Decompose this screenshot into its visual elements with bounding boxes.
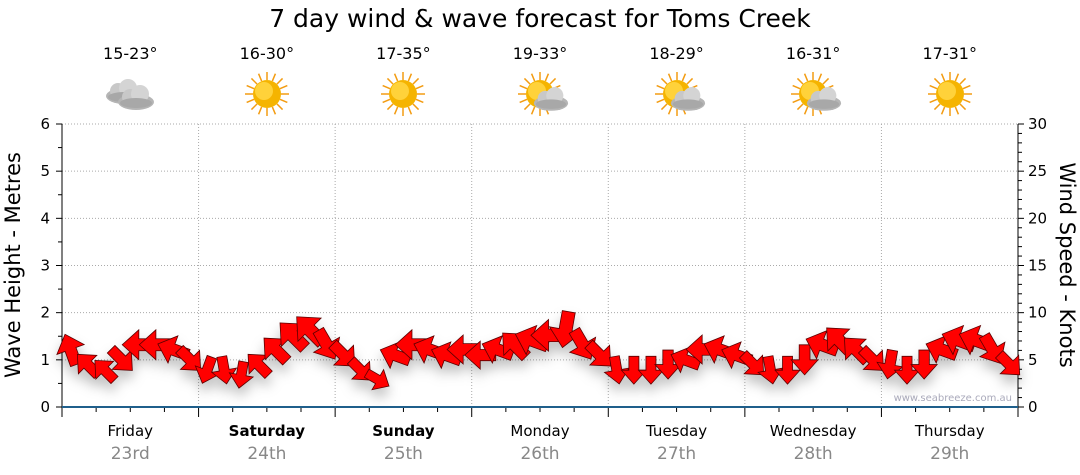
sunny-icon bbox=[920, 70, 980, 118]
temp-range: 16-31° bbox=[785, 44, 841, 63]
day-label: Thursday bbox=[914, 422, 985, 440]
temp-range: 16-30° bbox=[239, 44, 295, 63]
y-tick-label: 3 bbox=[40, 257, 50, 275]
day-label: Sunday bbox=[372, 422, 435, 440]
cloudy-icon bbox=[100, 70, 160, 118]
wind-arrows bbox=[56, 310, 1021, 391]
date-label: 25th bbox=[384, 444, 423, 464]
day-label: Monday bbox=[510, 422, 569, 440]
wind-arrow bbox=[363, 368, 390, 391]
day-label: Wednesday bbox=[770, 422, 857, 440]
wind-arrow bbox=[210, 355, 238, 385]
y-tick-label: 1 bbox=[40, 351, 50, 369]
date-label: 27th bbox=[657, 444, 696, 464]
temp-range: 15-23° bbox=[103, 44, 158, 63]
wind-arrow bbox=[346, 356, 372, 381]
y2-axis-label: Wind Speed - Knots bbox=[1055, 162, 1079, 367]
temp-range: 17-31° bbox=[922, 44, 977, 63]
date-label: 29th bbox=[930, 444, 969, 464]
temp-range: 18-29° bbox=[649, 44, 704, 63]
wind-arrow bbox=[790, 344, 820, 376]
partly-cloudy-icon bbox=[647, 70, 707, 118]
y2-tick-label: 10 bbox=[1028, 304, 1047, 322]
y-axis-label: Wave Height - Metres bbox=[1, 152, 25, 378]
date-label: 24th bbox=[247, 444, 286, 464]
date-label: 26th bbox=[520, 444, 559, 464]
wind-arrow bbox=[994, 350, 1021, 376]
wind-arrow bbox=[228, 360, 255, 389]
day-label: Tuesday bbox=[645, 422, 707, 440]
wind-arrow bbox=[603, 355, 630, 385]
wind-arrow bbox=[774, 355, 801, 385]
temp-range: 17-35° bbox=[376, 44, 431, 63]
wind-arrow bbox=[584, 339, 612, 367]
wind-arrow bbox=[481, 335, 515, 365]
sunny-icon bbox=[373, 70, 433, 118]
y2-tick-label: 30 bbox=[1028, 115, 1047, 133]
y-tick-label: 0 bbox=[40, 398, 50, 416]
sunny-icon bbox=[237, 70, 297, 118]
date-label: 23rd bbox=[111, 444, 150, 464]
y2-tick-label: 5 bbox=[1028, 351, 1038, 369]
partly-cloudy-icon bbox=[783, 70, 843, 118]
wind-arrow bbox=[910, 349, 939, 380]
y2-tick-label: 0 bbox=[1028, 398, 1038, 416]
wind-arrow bbox=[175, 344, 202, 371]
day-label: Friday bbox=[108, 422, 154, 440]
y-tick-label: 6 bbox=[40, 115, 50, 133]
wind-arrow bbox=[738, 350, 765, 376]
watermark: www.seabreeze.com.au bbox=[894, 393, 1012, 404]
wind-arrow bbox=[805, 329, 840, 360]
date-label: 28th bbox=[794, 444, 833, 464]
wind-arrow bbox=[94, 359, 119, 385]
y-tick-label: 2 bbox=[40, 304, 50, 322]
temp-range: 19-33° bbox=[512, 44, 568, 63]
y-tick-label: 4 bbox=[40, 209, 50, 227]
chart-title: 7 day wind & wave forecast for Toms Cree… bbox=[269, 4, 811, 33]
day-label: Saturday bbox=[229, 422, 306, 440]
wind-arrow bbox=[328, 339, 356, 367]
wind-arrow bbox=[757, 355, 784, 385]
y2-tick-label: 15 bbox=[1028, 257, 1047, 275]
wind-arrow bbox=[857, 344, 884, 371]
partly-cloudy-icon bbox=[510, 70, 570, 118]
y2-tick-label: 20 bbox=[1028, 209, 1047, 227]
y2-tick-label: 25 bbox=[1028, 162, 1047, 180]
y-tick-label: 5 bbox=[40, 162, 50, 180]
